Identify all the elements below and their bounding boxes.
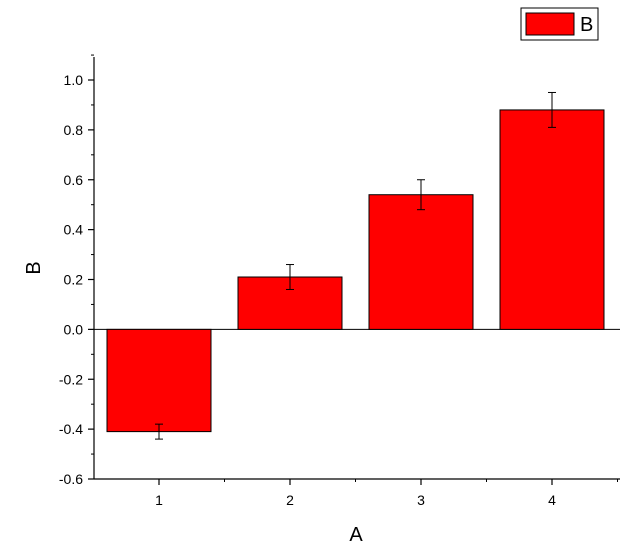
y-tick-label: 0.0 bbox=[64, 321, 84, 337]
legend: B bbox=[520, 7, 599, 41]
y-tick-label: -0.2 bbox=[59, 371, 83, 387]
legend-label: B bbox=[580, 14, 593, 36]
x-axis-title: A bbox=[349, 524, 363, 546]
x-tick-label: 4 bbox=[548, 492, 556, 508]
bar bbox=[368, 194, 474, 330]
x-tick-label: 2 bbox=[286, 492, 294, 508]
y-tick-label: 0.6 bbox=[64, 172, 84, 188]
legend-swatch bbox=[525, 12, 575, 36]
y-tick-label: -0.4 bbox=[59, 421, 83, 437]
bar bbox=[106, 328, 212, 433]
y-tick-label: 0.8 bbox=[64, 122, 84, 138]
y-axis-title: B bbox=[23, 261, 45, 274]
y-tick-label: 0.2 bbox=[64, 272, 84, 288]
plot-area bbox=[94, 91, 620, 440]
x-tick-label: 3 bbox=[417, 492, 425, 508]
x-tick-label: 1 bbox=[155, 492, 163, 508]
bar bbox=[499, 109, 605, 330]
y-tick-label: 1.0 bbox=[64, 72, 84, 88]
y-axis-ticks: -0.6 -0.4 -0.2 0.0 0.2 0.4 0.6 0.8 1.0 bbox=[59, 54, 94, 487]
y-tick-label: -0.6 bbox=[59, 471, 83, 487]
x-axis-ticks: 1 2 3 4 bbox=[155, 479, 618, 508]
y-tick-label: 0.4 bbox=[64, 222, 84, 238]
